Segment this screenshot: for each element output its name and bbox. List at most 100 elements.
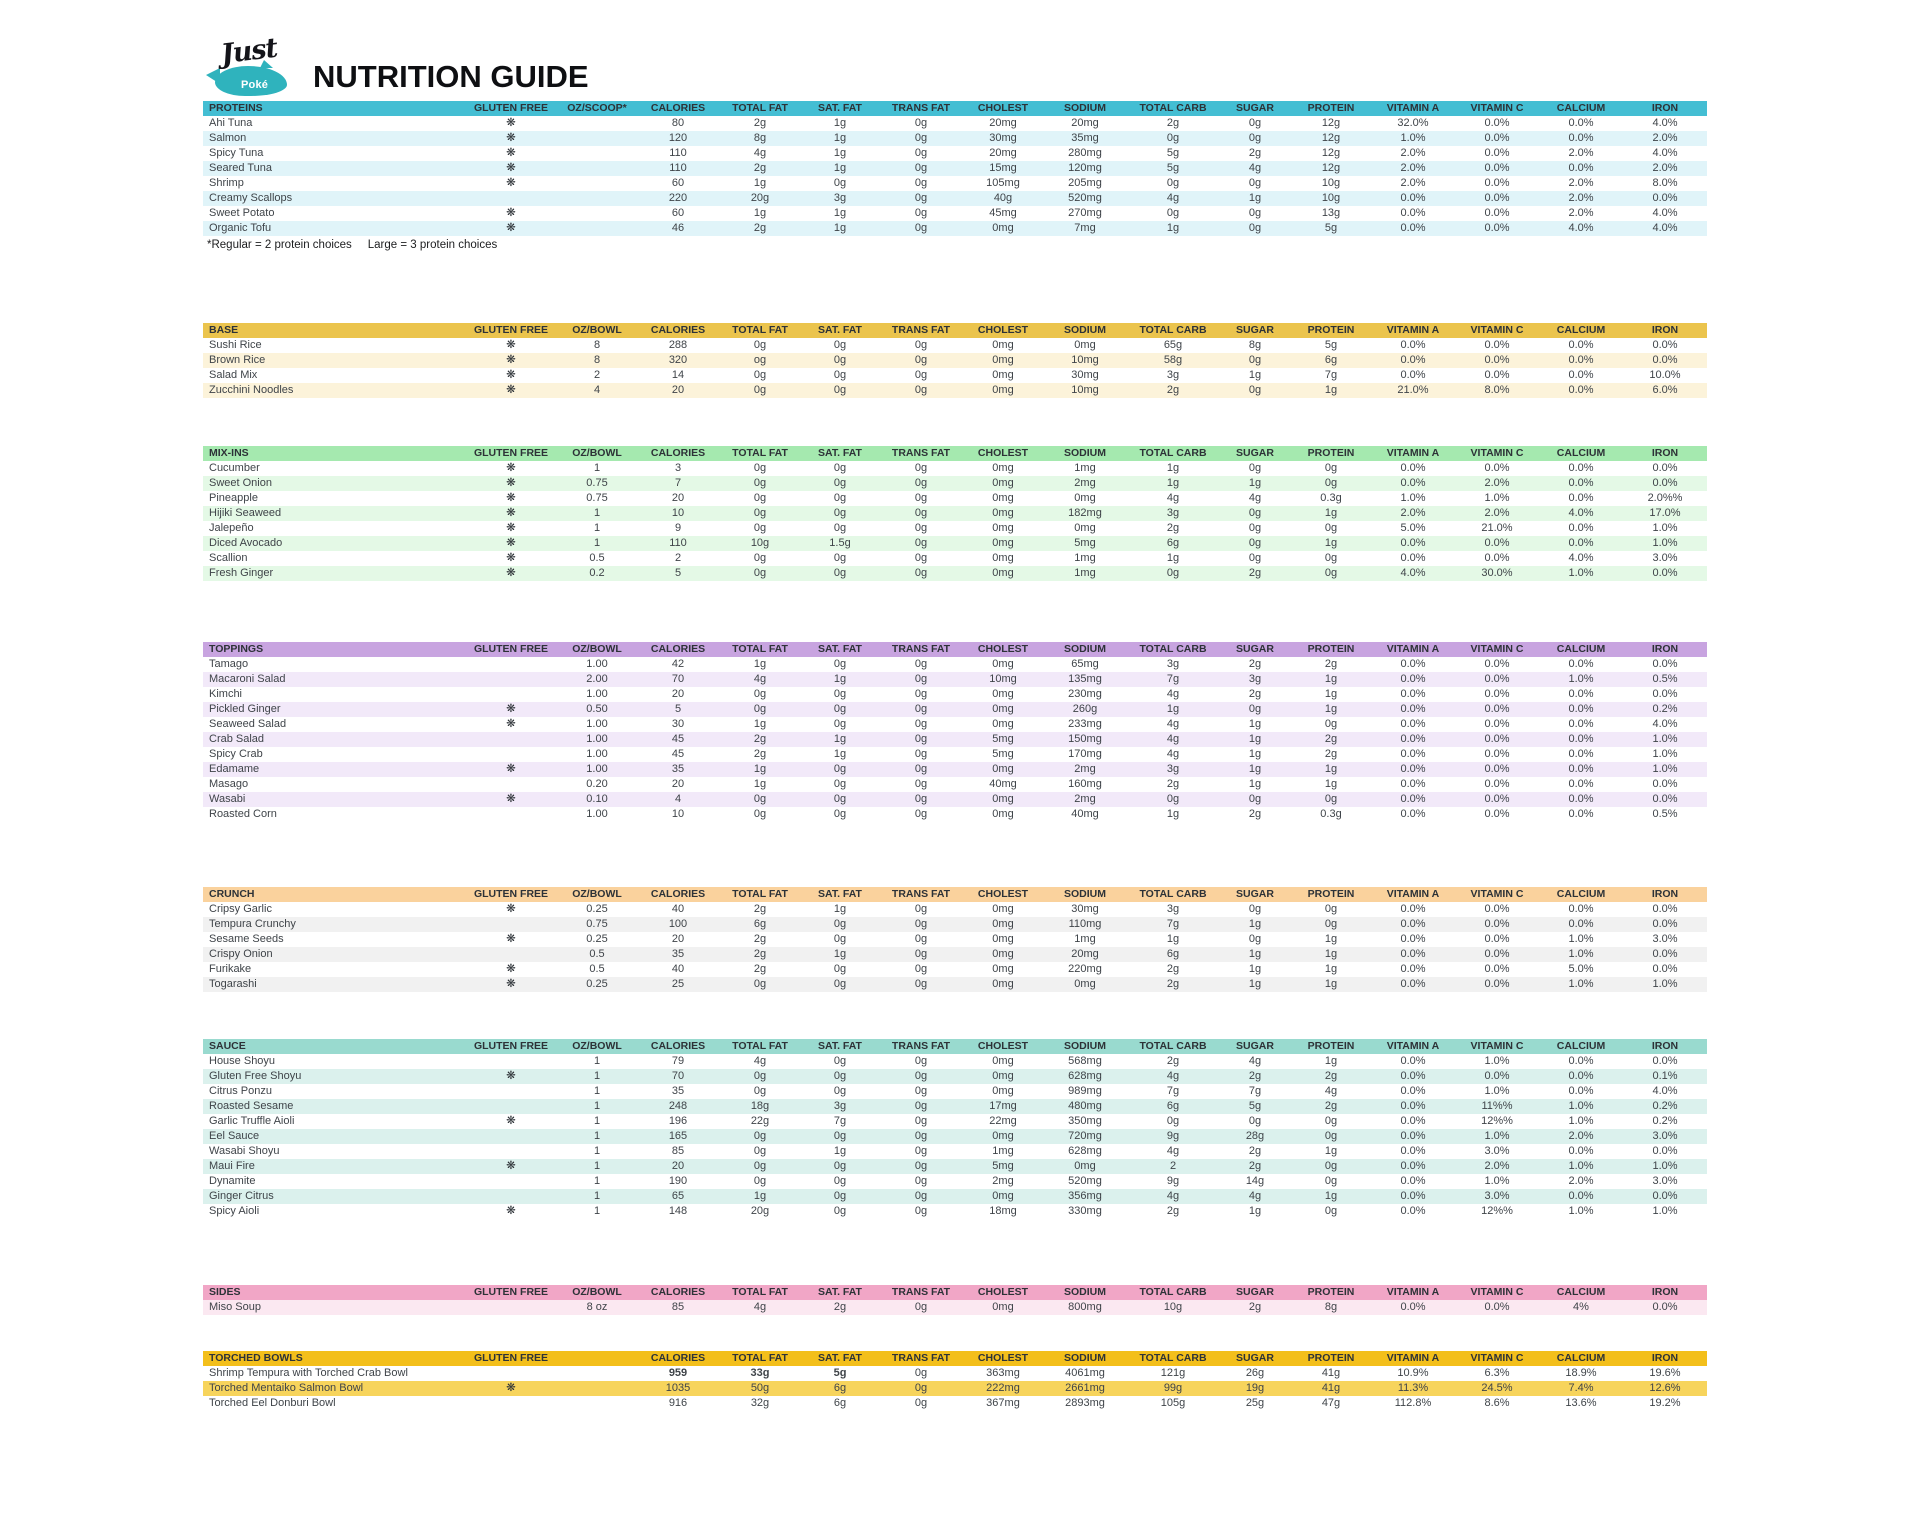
value-cell: 2g bbox=[753, 748, 767, 760]
column-header: CALORIES bbox=[650, 1352, 706, 1364]
column-header: CALCIUM bbox=[1556, 888, 1606, 900]
table-row: Hijiki Seaweed ❋ 1 10 0g 0g 0g 0mg 182mg 3g 0g 1g 2.… bbox=[203, 506, 1707, 521]
value-cell: 0g bbox=[753, 808, 767, 820]
item-name: Pineapple bbox=[209, 492, 258, 504]
value-cell: 0.0% bbox=[1484, 462, 1510, 474]
value-cell: 0g bbox=[1248, 537, 1262, 549]
value-cell bbox=[557, 1381, 637, 1396]
section-title: CRUNCH bbox=[209, 888, 255, 900]
value-cell: 0mg bbox=[992, 477, 1014, 489]
value-cell: 0.0% bbox=[1484, 132, 1510, 144]
value-cell: 0.3g bbox=[1320, 492, 1342, 504]
column-header: CALORIES bbox=[650, 324, 706, 336]
column-header: SODIUM bbox=[1064, 1286, 1106, 1298]
value-cell: 2g bbox=[753, 162, 767, 174]
value-cell: 1g bbox=[1324, 688, 1338, 700]
value-cell: 0.0% bbox=[1484, 177, 1510, 189]
value-cell: 2661mg bbox=[1065, 1382, 1105, 1394]
value-cell: 2.0%% bbox=[1647, 492, 1683, 504]
value-cell: 3g bbox=[1248, 673, 1262, 685]
value-cell: 0.0% bbox=[1568, 537, 1594, 549]
column-header: TOTAL CARB bbox=[1139, 1286, 1207, 1298]
gluten-free-icon: ❋ bbox=[506, 718, 516, 730]
value-cell: 5g bbox=[1324, 222, 1338, 234]
value-cell: 0g bbox=[833, 462, 847, 474]
gluten-free-icon: ❋ bbox=[506, 1205, 516, 1217]
value-cell: 110 bbox=[669, 537, 687, 549]
value-cell: 0.0% bbox=[1400, 978, 1426, 990]
value-cell: 1 bbox=[593, 1100, 601, 1112]
value-cell: 20 bbox=[671, 384, 685, 396]
value-cell: 0g bbox=[1324, 1115, 1338, 1127]
column-header: IRON bbox=[1651, 643, 1679, 655]
value-cell: 0g bbox=[1324, 918, 1338, 930]
value-cell: 0mg bbox=[992, 978, 1014, 990]
value-cell: 3 bbox=[674, 462, 682, 474]
value-cell: 0.0% bbox=[1484, 192, 1510, 204]
value-cell: 2893mg bbox=[1065, 1397, 1105, 1409]
column-header: GLUTEN FREE bbox=[473, 102, 549, 114]
value-cell: 520mg bbox=[1068, 1175, 1102, 1187]
value-cell: 10mg bbox=[989, 673, 1017, 685]
item-name: Zucchini Noodles bbox=[209, 384, 294, 396]
value-cell: 1 bbox=[593, 1115, 601, 1127]
value-cell: 0.0% bbox=[1400, 1160, 1426, 1172]
value-cell: 2.0% bbox=[1484, 477, 1510, 489]
value-cell: 0g bbox=[1248, 793, 1262, 805]
gluten-free-icon: ❋ bbox=[506, 1160, 516, 1172]
value-cell: 0g bbox=[1324, 1175, 1338, 1187]
toppings-table: TOPPINGS GLUTEN FREE OZ/BOWL CALORIES TOTAL … bbox=[203, 642, 1707, 822]
value-cell: 0.0% bbox=[1484, 688, 1510, 700]
value-cell: 2g bbox=[753, 933, 767, 945]
value-cell: 1g bbox=[833, 733, 847, 745]
value-cell: 45 bbox=[671, 733, 685, 745]
item-name: Wasabi Shoyu bbox=[209, 1145, 280, 1157]
value-cell: 0.0% bbox=[1652, 1145, 1678, 1157]
value-cell: 0.0% bbox=[1568, 1055, 1594, 1067]
table-row: Wasabi ❋ 0.10 4 0g 0g 0g 0mg 2mg 0g 0g 0g 0.0% 0.0% 0.… bbox=[203, 792, 1707, 807]
value-cell: 0.0% bbox=[1484, 763, 1510, 775]
column-header: VITAMIN A bbox=[1386, 1286, 1440, 1298]
value-cell: 0.0% bbox=[1568, 703, 1594, 715]
value-cell: 5mg bbox=[1074, 537, 1096, 549]
column-header: OZ/BOWL bbox=[572, 324, 622, 336]
value-cell: 12g bbox=[1321, 117, 1341, 129]
column-header: SAT. FAT bbox=[818, 1286, 862, 1298]
value-cell: 25 bbox=[671, 978, 685, 990]
value-cell: 13g bbox=[1321, 207, 1341, 219]
table-row: Salmon ❋ 120 8g 1g 0g 30mg 35mg 0g 0g 12g 1.0% 0.0% 0… bbox=[203, 131, 1707, 146]
value-cell: 18mg bbox=[989, 1205, 1017, 1217]
table-row: Salad Mix ❋ 2 14 0g 0g 0g 0mg 30mg 3g 1g 7g 0.0% 0.0%… bbox=[203, 368, 1707, 383]
value-cell: 1g bbox=[1248, 733, 1262, 745]
gluten-free-icon: ❋ bbox=[506, 222, 516, 234]
column-header: SODIUM bbox=[1064, 1352, 1106, 1364]
value-cell: 4g bbox=[1166, 1190, 1180, 1202]
value-cell: 0.0% bbox=[1568, 748, 1594, 760]
value-cell: 1.5g bbox=[829, 537, 851, 549]
table-row: Fresh Ginger ❋ 0.2 5 0g 0g 0g 0mg 1mg 0g 2g 0g 4.0% 3… bbox=[203, 566, 1707, 581]
value-cell: 19g bbox=[1245, 1382, 1265, 1394]
value-cell: 0.25 bbox=[586, 903, 608, 915]
value-cell: 2g bbox=[1248, 688, 1262, 700]
value-cell: 0.0% bbox=[1484, 369, 1510, 381]
section-base: BASE GLUTEN FREE OZ/BOWL CALORIES TOTAL FAT S… bbox=[203, 323, 1707, 398]
value-cell: 0g bbox=[1248, 117, 1262, 129]
value-cell: 40 bbox=[671, 963, 685, 975]
value-cell: 0.0% bbox=[1484, 552, 1510, 564]
column-header: SODIUM bbox=[1064, 447, 1106, 459]
value-cell: 367mg bbox=[986, 1397, 1020, 1409]
table-row: Wasabi Shoyu 1 85 0g 1g 0g 1mg 628mg 4g 2g 1g 0.0% 3… bbox=[203, 1144, 1707, 1159]
column-header: SODIUM bbox=[1064, 1040, 1106, 1052]
value-cell: 0g bbox=[833, 177, 847, 189]
gluten-free-cell bbox=[465, 1144, 557, 1159]
column-header: OZ/BOWL bbox=[572, 643, 622, 655]
value-cell: og bbox=[753, 354, 767, 366]
column-header: TOTAL FAT bbox=[732, 643, 788, 655]
item-name: Tempura Crunchy bbox=[209, 918, 296, 930]
value-cell: 6g bbox=[833, 1382, 847, 1394]
value-cell: 1g bbox=[1166, 222, 1180, 234]
value-cell: 2.0% bbox=[1484, 1160, 1510, 1172]
table-row: Spicy Tuna ❋ 110 4g 1g 0g 20mg 280mg 5g 2g 12g 2.0%… bbox=[203, 146, 1707, 161]
value-cell: 1g bbox=[833, 673, 847, 685]
value-cell: 0g bbox=[914, 1205, 928, 1217]
